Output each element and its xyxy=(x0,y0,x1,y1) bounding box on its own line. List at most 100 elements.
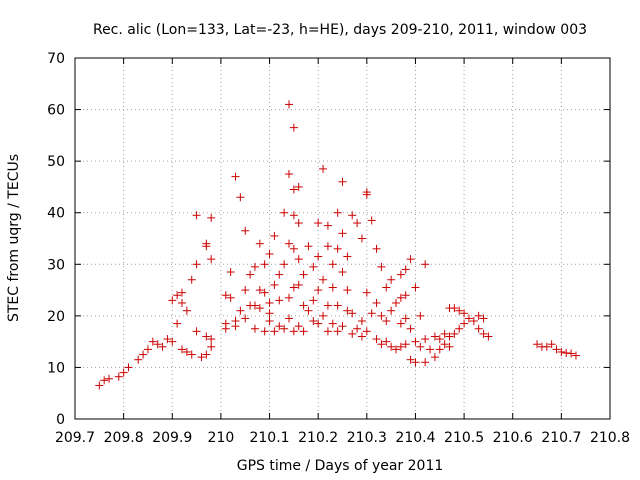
x-tick-label: 210.7 xyxy=(541,430,581,446)
data-point xyxy=(343,252,352,261)
data-point xyxy=(250,301,259,310)
data-point xyxy=(192,327,201,336)
data-point xyxy=(314,219,323,228)
data-point xyxy=(377,262,386,271)
data-point xyxy=(250,262,259,271)
data-point xyxy=(406,355,415,364)
data-point xyxy=(231,317,240,326)
data-point xyxy=(547,340,556,349)
data-point xyxy=(294,280,303,289)
data-point xyxy=(362,288,371,297)
data-point xyxy=(231,172,240,181)
data-point xyxy=(392,298,400,307)
y-tick-label: 50 xyxy=(47,154,65,170)
data-point xyxy=(207,213,216,222)
data-point xyxy=(362,327,371,336)
plot-frame xyxy=(74,57,611,420)
data-point xyxy=(357,234,366,243)
data-point xyxy=(289,185,298,194)
data-point xyxy=(309,317,318,326)
x-tick-label: 210.1 xyxy=(249,430,289,446)
data-point xyxy=(275,270,284,279)
data-point xyxy=(367,309,376,318)
data-point xyxy=(430,332,439,341)
data-point xyxy=(294,255,303,264)
data-point xyxy=(353,324,362,333)
data-point xyxy=(119,368,128,377)
data-point xyxy=(105,374,114,383)
y-tick-label: 20 xyxy=(47,309,65,325)
data-point xyxy=(479,314,488,323)
data-point xyxy=(571,351,580,360)
data-point xyxy=(265,298,274,307)
data-point xyxy=(435,345,444,354)
data-point xyxy=(338,322,347,331)
x-tick-label: 210.2 xyxy=(298,430,338,446)
data-point xyxy=(275,322,284,331)
data-point xyxy=(260,260,269,269)
data-point xyxy=(280,208,289,217)
y-tick-label: 70 xyxy=(47,51,65,67)
data-point xyxy=(411,283,420,292)
data-point xyxy=(542,342,551,351)
data-point xyxy=(348,309,357,318)
data-point xyxy=(421,335,430,344)
data-point xyxy=(178,298,186,307)
data-point xyxy=(178,288,186,297)
data-point xyxy=(392,345,400,354)
x-tick-label: 209.9 xyxy=(152,430,192,446)
data-point xyxy=(343,286,352,295)
data-point xyxy=(450,329,459,338)
data-point xyxy=(328,260,337,269)
data-point xyxy=(236,306,245,315)
data-point xyxy=(328,283,337,292)
x-tick-label: 210 xyxy=(208,430,235,446)
data-point xyxy=(440,340,449,349)
data-point xyxy=(153,340,162,349)
data-point xyxy=(173,291,182,300)
data-point xyxy=(285,314,293,323)
data-point xyxy=(377,311,386,320)
data-point xyxy=(192,211,201,220)
data-point xyxy=(396,319,405,328)
data-point xyxy=(460,309,469,318)
data-point xyxy=(382,283,391,292)
axis-ticks: 209.7 209.8 209.9 210 210.1 210.2 210.3 210.4 21… xyxy=(47,51,630,446)
data-point xyxy=(255,304,264,313)
data-point xyxy=(421,358,430,367)
data-point xyxy=(387,275,396,284)
data-point xyxy=(299,327,308,336)
data-point xyxy=(387,306,396,315)
data-point xyxy=(406,324,415,333)
data-point xyxy=(396,270,405,279)
x-tick-label: 210.5 xyxy=(444,430,484,446)
y-tick-label: 30 xyxy=(47,257,65,273)
data-point xyxy=(406,255,415,264)
data-points xyxy=(95,100,580,390)
data-point xyxy=(202,242,211,251)
data-point xyxy=(173,319,182,328)
data-point xyxy=(114,372,123,381)
data-point xyxy=(246,270,255,279)
data-point xyxy=(411,337,420,346)
data-point xyxy=(382,337,391,346)
grid xyxy=(75,58,610,419)
data-point xyxy=(236,193,245,202)
data-point xyxy=(450,304,459,313)
data-point xyxy=(285,239,293,248)
data-point xyxy=(323,242,332,251)
data-point xyxy=(552,345,561,354)
data-point xyxy=(474,311,483,320)
data-point xyxy=(124,363,133,372)
x-axis-label: GPS time / Days of year 2011 xyxy=(237,458,444,474)
data-point xyxy=(333,301,342,310)
data-point xyxy=(304,306,313,315)
data-point xyxy=(202,350,211,359)
data-point xyxy=(289,244,298,253)
data-point xyxy=(197,353,206,362)
data-point xyxy=(148,337,157,346)
data-point xyxy=(265,309,274,318)
data-point xyxy=(241,314,250,323)
data-point xyxy=(226,293,235,302)
data-point xyxy=(241,226,250,235)
